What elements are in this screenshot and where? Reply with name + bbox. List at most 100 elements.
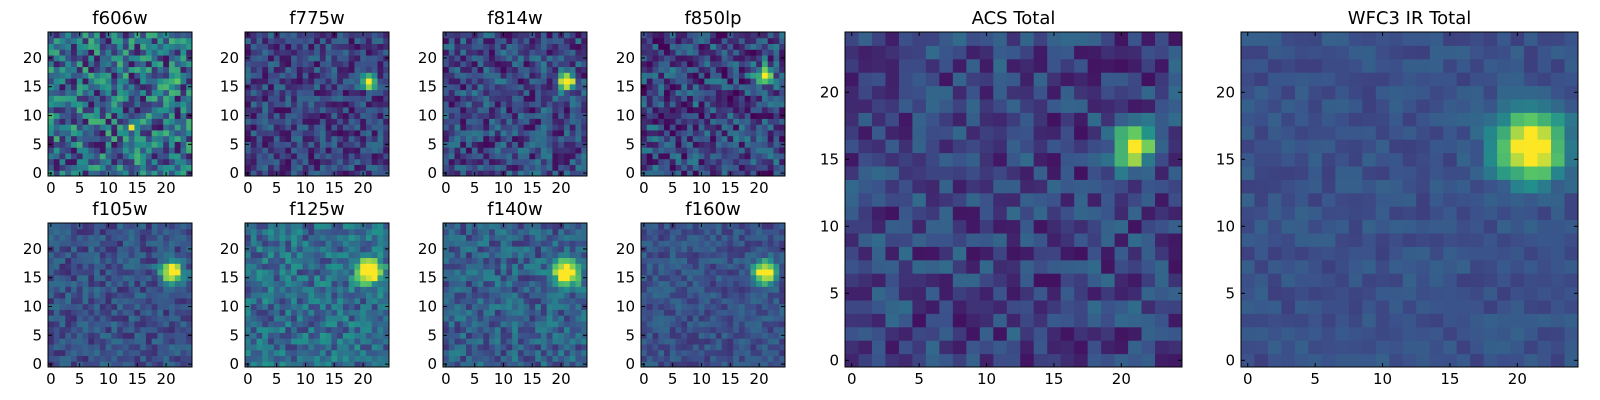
f105w-cell <box>94 309 101 316</box>
f850lp-cell <box>773 147 780 154</box>
f606w-cell <box>65 112 72 119</box>
f125w-cell <box>325 280 332 287</box>
f105w-cell <box>134 297 141 305</box>
f606w-cell <box>140 124 147 131</box>
f775w-cell <box>342 164 350 171</box>
f775w-cell <box>371 152 378 160</box>
f140w-cell <box>466 355 473 362</box>
f775w-cell <box>314 135 321 142</box>
f814w-cell <box>500 158 507 165</box>
f105w-cell <box>76 326 84 333</box>
f775w-cell <box>256 60 263 68</box>
f125w-cell <box>262 309 269 316</box>
f105w-cell <box>168 269 176 276</box>
f850lp-cell <box>710 78 717 85</box>
f160w-cell <box>721 361 728 368</box>
f850lp-cell <box>715 78 723 85</box>
f814w-cell <box>454 72 461 79</box>
f160w-cell <box>675 326 682 333</box>
f105w-cell <box>71 269 78 276</box>
f125w-cell <box>302 263 309 270</box>
f140w-cell <box>466 315 473 322</box>
f140w-cell <box>506 251 513 259</box>
f125w-cell <box>285 274 292 282</box>
f105w-cell <box>134 234 141 241</box>
f606w-cell <box>111 43 118 50</box>
f606w-cell <box>122 106 130 114</box>
f140w-cell <box>540 257 548 264</box>
f775w-cell <box>348 43 355 50</box>
f125w-cell <box>331 349 338 356</box>
f775w-cell <box>377 152 384 160</box>
f140w-cell <box>558 338 565 345</box>
f775w-cell <box>273 60 281 68</box>
f125w-cell <box>331 320 338 328</box>
f814w-cell <box>540 124 548 131</box>
f125w-cell <box>256 257 263 264</box>
f606w-cell <box>134 141 141 148</box>
f814w-cell <box>483 147 490 154</box>
f125w-cell <box>342 246 350 253</box>
f160w-cell <box>652 286 659 293</box>
f606w-cell <box>111 135 118 142</box>
f125w-cell <box>256 320 263 328</box>
f606w-cell <box>65 164 72 171</box>
f606w-cell <box>140 60 147 68</box>
f140w-cell <box>443 280 450 287</box>
f140w-cell <box>500 320 507 328</box>
f140w-cell <box>558 292 565 299</box>
f775w-cell <box>302 95 309 102</box>
f125w-cell <box>365 326 373 333</box>
f814w-cell <box>581 101 588 108</box>
f160w-cell <box>721 309 728 316</box>
f850lp-cell <box>721 158 728 165</box>
f606w-cell <box>88 170 95 177</box>
f125w-cell <box>268 332 275 339</box>
f105w-cell <box>53 309 61 316</box>
f105w-cell <box>76 303 84 310</box>
f814w-cell <box>483 60 490 68</box>
f105w-cell <box>174 309 181 316</box>
f814w-cell <box>477 60 484 68</box>
f814w-cell <box>466 170 473 177</box>
f814w-cell <box>523 43 530 50</box>
f814w-cell <box>483 72 490 79</box>
f775w-cell <box>377 43 384 50</box>
f105w-cell <box>145 320 153 328</box>
f606w-cell <box>134 43 141 50</box>
f160w-cell <box>652 349 659 356</box>
f850lp-cell <box>738 55 746 62</box>
f850lp-cell <box>669 37 677 45</box>
f606w-cell <box>168 152 176 160</box>
f125w-cell <box>337 251 344 259</box>
f160w-cell <box>721 326 728 333</box>
f606w-cell <box>76 78 84 85</box>
f775w-cell <box>302 129 309 137</box>
f140w-cell <box>443 269 450 276</box>
f160w-cell <box>767 338 774 345</box>
f606w-cell <box>76 118 84 125</box>
f140w-cell <box>500 332 507 339</box>
f814w-cell <box>552 112 559 119</box>
f606w-cell <box>111 170 118 177</box>
f125w-cell <box>354 361 361 368</box>
f105w-cell <box>140 292 147 299</box>
f105w-cell <box>151 315 158 322</box>
f160w-cell <box>698 280 705 287</box>
f105w-cell <box>111 343 118 351</box>
f850lp-cell <box>761 101 769 108</box>
f850lp-cell <box>715 32 723 39</box>
f125w-cell <box>291 326 298 333</box>
f606w-cell <box>157 78 164 85</box>
f814w-cell <box>517 37 525 45</box>
f606w-cell <box>94 164 101 171</box>
f105w-cell <box>163 280 170 287</box>
f814w-cell <box>512 60 519 68</box>
f105w-cell <box>128 269 135 276</box>
f606w-cell <box>140 112 147 119</box>
f814w-cell <box>477 101 484 108</box>
f125w-cell <box>377 234 384 241</box>
f105w-cell <box>65 332 72 339</box>
f105w-cell <box>99 338 107 345</box>
f606w-cell <box>140 72 147 79</box>
